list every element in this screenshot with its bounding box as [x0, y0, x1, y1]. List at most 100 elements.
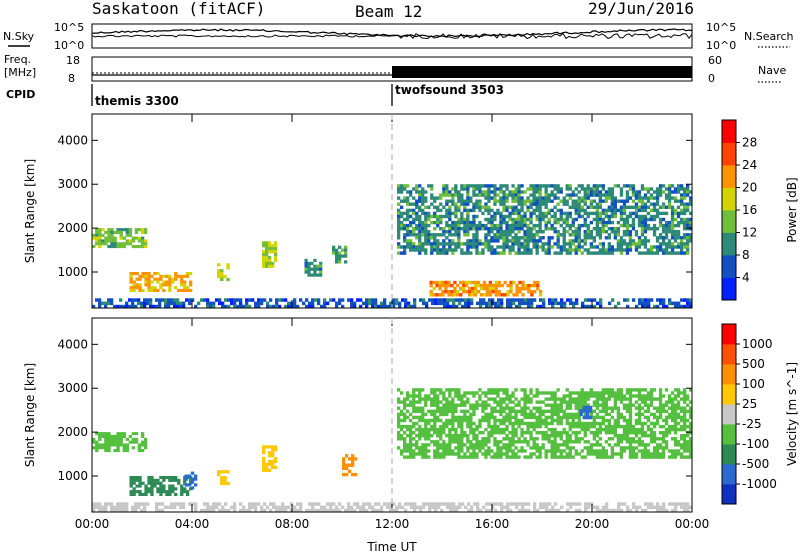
heatmap-cell	[165, 490, 169, 494]
heatmap-cell	[421, 202, 425, 206]
heatmap-cell	[406, 227, 410, 231]
heatmap-cell	[144, 272, 148, 276]
heatmap-cell	[107, 236, 111, 240]
heatmap-cell	[397, 236, 401, 240]
heatmap-cell	[676, 211, 681, 216]
heatmap-cell	[655, 437, 660, 441]
heatmap-cell	[499, 220, 503, 225]
heatmap-cell	[592, 245, 596, 249]
heatmap-cell	[670, 415, 675, 420]
heatmap-cell	[122, 449, 126, 453]
heatmap-cell	[409, 449, 413, 453]
heatmap-cell	[496, 208, 500, 213]
heatmap-cell	[683, 298, 687, 302]
heatmap-cell	[662, 505, 666, 510]
heatmap-cell	[559, 418, 563, 423]
heatmap-cell	[574, 217, 578, 222]
heatmap-cell	[415, 440, 419, 444]
heatmap-cell	[116, 505, 120, 510]
heatmap-cell	[502, 196, 506, 200]
heatmap-cell	[265, 258, 269, 262]
heatmap-cell	[568, 239, 572, 243]
heatmap-cell	[686, 502, 690, 506]
heatmap-cell	[508, 251, 512, 255]
heatmap-cell	[613, 233, 617, 237]
heatmap-cell	[472, 431, 476, 435]
heatmap-cell	[652, 223, 657, 228]
heatmap-cell	[643, 236, 648, 240]
heatmap-cell	[631, 424, 636, 429]
heatmap-cell	[418, 431, 422, 435]
heatmap-cell	[601, 409, 605, 413]
heatmap-cell	[484, 227, 488, 231]
heatmap-cell	[448, 434, 452, 438]
heatmap-cell	[271, 244, 275, 248]
heatmap-cell	[132, 476, 136, 480]
heatmap-cell	[473, 286, 478, 291]
heatmap-cell	[644, 508, 648, 513]
heatmap-cell	[140, 242, 145, 246]
heatmap-cell	[135, 476, 139, 480]
heatmap-cell	[523, 230, 527, 234]
heatmap-cell	[499, 446, 503, 450]
heatmap-cell	[472, 193, 476, 197]
heatmap-cell	[592, 187, 596, 191]
heatmap-cell	[649, 217, 654, 222]
heatmap-cell	[676, 184, 681, 188]
heatmap-cell	[559, 223, 563, 228]
heatmap-cell	[415, 427, 419, 432]
heatmap-cell	[505, 193, 509, 197]
heatmap-cell	[563, 304, 567, 309]
heatmap-cell	[412, 233, 416, 237]
heatmap-cell	[517, 193, 521, 197]
heatmap-cell	[262, 241, 266, 245]
heatmap-cell	[451, 223, 455, 228]
heatmap-cell	[577, 214, 581, 219]
heatmap-cell	[488, 293, 492, 297]
heatmap-cell	[532, 452, 536, 456]
heatmap-cell	[683, 236, 687, 240]
heatmap-cell	[574, 251, 578, 255]
heatmap-cell	[643, 449, 648, 453]
heatmap-cell	[484, 391, 488, 395]
heatmap-cell	[683, 394, 687, 398]
heatmap-cell	[484, 202, 488, 206]
heatmap-cell	[622, 223, 627, 228]
heatmap-cell	[613, 205, 617, 209]
heatmap-cell	[547, 248, 551, 252]
heatmap-cell	[517, 449, 521, 453]
heatmap-cell	[460, 421, 464, 426]
heatmap-cell	[454, 227, 458, 231]
heatmap-cell	[689, 298, 693, 302]
heatmap-cell	[640, 443, 645, 447]
heatmap-cell	[628, 245, 633, 249]
heatmap-cell	[631, 242, 636, 246]
heatmap-cell	[454, 403, 458, 407]
heatmap-cell	[265, 468, 269, 472]
heatmap-cell	[505, 196, 509, 200]
heatmap-cell	[134, 502, 138, 506]
heatmap-cell	[536, 508, 540, 513]
heatmap-cell	[566, 502, 570, 506]
heatmap-cell	[547, 196, 551, 200]
heatmap-cell	[436, 415, 440, 420]
heatmap-cell	[649, 208, 654, 213]
heatmap-cell	[412, 400, 416, 404]
heatmap-cell	[511, 208, 515, 213]
heatmap-cell	[470, 508, 474, 513]
heatmap-cell	[592, 431, 596, 435]
heatmap-cell	[583, 236, 587, 240]
heatmap-cell	[487, 391, 491, 395]
heatmap-cell	[95, 443, 99, 447]
heatmap-cell	[598, 415, 602, 420]
heatmap-cell	[266, 304, 270, 309]
heatmap-cell	[556, 220, 560, 225]
heatmap-cell	[430, 214, 434, 219]
heatmap-cell	[125, 233, 129, 237]
heatmap-cell	[499, 397, 503, 401]
heatmap-cell	[517, 220, 521, 225]
heatmap-cell	[434, 301, 438, 306]
heatmap-cell	[403, 211, 407, 216]
heatmap-cell	[265, 261, 269, 265]
heatmap-cell	[478, 202, 482, 206]
